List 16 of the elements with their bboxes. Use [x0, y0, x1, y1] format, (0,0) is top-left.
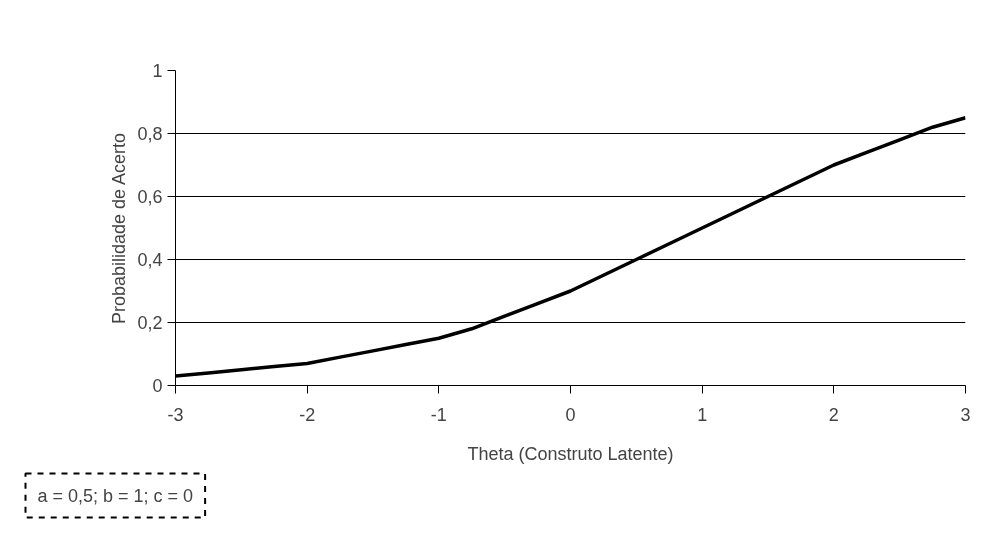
y-axis-title: Probabilidade de Acerto: [109, 132, 130, 325]
x-tick-label: 3: [960, 404, 971, 425]
x-tick-label: -1: [430, 404, 447, 425]
x-axis-title: Theta (Construto Latente): [467, 443, 674, 464]
y-tick-label: 0,8: [137, 124, 163, 144]
text: a = 0,5; b = 1; c = 0: [37, 485, 194, 506]
y-tick-label: 0,6: [137, 187, 163, 207]
x-tick-label: -2: [299, 404, 316, 425]
y-tick-label: 0,4: [137, 250, 163, 270]
x-tick-label: -3: [167, 404, 184, 425]
x-tick-label: 0: [565, 404, 576, 425]
x-tick-label: 1: [697, 404, 708, 425]
y-tick-label: 1: [152, 61, 163, 81]
y-tick-label: 0: [152, 376, 163, 396]
x-tick-label: 2: [828, 404, 839, 425]
y-tick-label: 0,2: [137, 313, 163, 333]
